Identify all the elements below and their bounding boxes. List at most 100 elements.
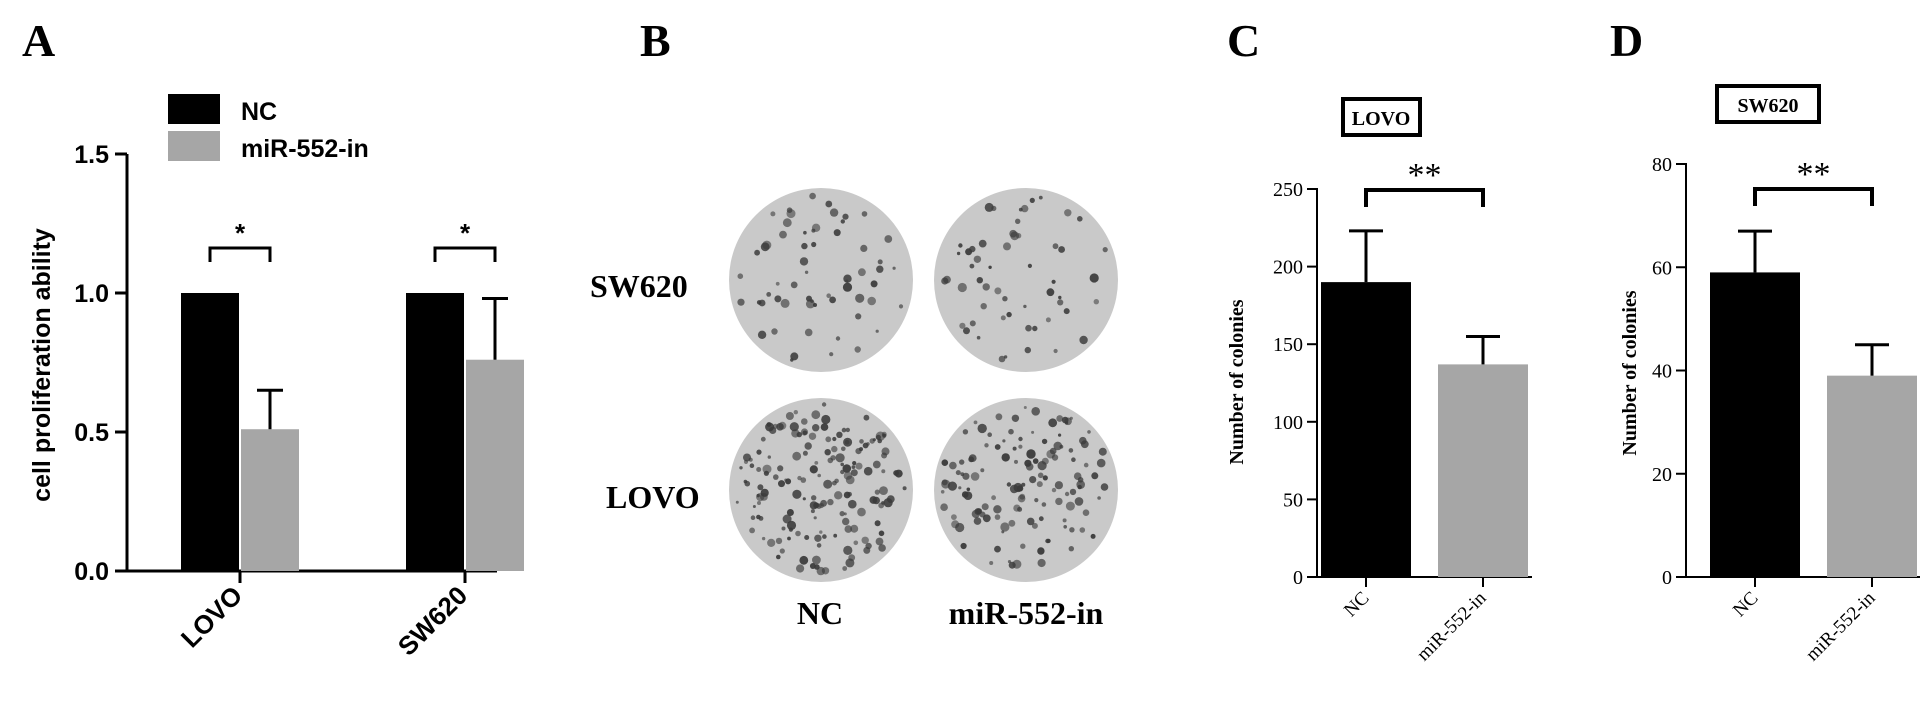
legend-swatch-inhibitor — [168, 131, 220, 161]
significance-bracket — [1753, 187, 1874, 206]
colony — [994, 444, 1001, 450]
colony — [834, 478, 839, 484]
colony — [881, 469, 886, 474]
colony — [809, 465, 818, 474]
colony — [756, 467, 762, 472]
colony — [1025, 324, 1032, 332]
colony — [1037, 472, 1044, 479]
bar-nc — [1710, 272, 1800, 577]
colony — [787, 536, 791, 541]
colony — [872, 460, 881, 469]
colony — [1100, 483, 1109, 491]
colony — [994, 545, 1001, 553]
colony — [809, 501, 818, 510]
colony — [843, 491, 851, 499]
colony — [984, 202, 994, 212]
y-tick-label: 0.0 — [74, 558, 109, 586]
colony — [842, 517, 850, 526]
colony — [969, 263, 975, 269]
y-tick-label: 60 — [1652, 257, 1672, 279]
panel-d-title-box — [1715, 84, 1821, 124]
colony — [744, 480, 751, 487]
colony — [792, 451, 802, 461]
colony — [1057, 299, 1064, 306]
colony — [1037, 558, 1046, 568]
colony — [782, 218, 792, 228]
colony — [941, 459, 949, 467]
bar-inhibitor — [1438, 364, 1528, 577]
colony — [859, 447, 863, 452]
colony — [866, 442, 870, 446]
colony — [956, 251, 961, 256]
colony — [1041, 502, 1047, 507]
colony — [876, 265, 884, 273]
colony — [1058, 246, 1065, 253]
y-tick-label: 1.0 — [74, 280, 109, 308]
bar-lovo-nc — [181, 293, 239, 571]
bar-sw620-inhibitor — [466, 359, 524, 571]
colony — [834, 491, 843, 500]
y-tick-label: 0 — [1662, 567, 1672, 589]
colony — [959, 459, 965, 465]
colony — [1012, 559, 1022, 569]
colony — [993, 505, 1002, 514]
colony — [1082, 509, 1090, 516]
colony — [750, 515, 756, 520]
colony — [799, 257, 809, 266]
colony — [756, 449, 762, 455]
colony — [743, 453, 751, 462]
colony — [984, 443, 989, 448]
colony — [1053, 348, 1058, 354]
colony — [1073, 472, 1082, 481]
colony — [802, 450, 808, 456]
legend-label-nc: NC — [241, 98, 277, 126]
colony — [955, 470, 961, 476]
colony — [773, 474, 779, 480]
colony — [737, 298, 745, 306]
colony — [786, 207, 793, 213]
x-tick-label-sw620: SW620 — [392, 580, 474, 662]
col-label-inhibitor: miR-552-in — [949, 595, 1104, 631]
colony — [801, 418, 808, 425]
bar-nc — [1321, 282, 1411, 577]
colony — [1102, 247, 1108, 253]
colony — [1091, 472, 1099, 480]
dish-sw620-nc — [729, 188, 913, 372]
colony — [976, 508, 983, 515]
colony — [791, 429, 800, 438]
colony — [811, 410, 821, 420]
colony — [960, 542, 967, 550]
y-tick-label: 0.5 — [74, 419, 109, 447]
colony — [1011, 414, 1020, 422]
colony — [1029, 476, 1037, 484]
colony — [941, 479, 948, 486]
colony — [808, 432, 817, 440]
colony — [1077, 216, 1083, 222]
colony — [833, 533, 838, 538]
panel-a: NC miR-552-in cell proliferation ability… — [28, 94, 524, 662]
bar-inhibitor — [1827, 375, 1917, 577]
colony — [982, 514, 991, 523]
colony — [1045, 317, 1051, 323]
colony — [770, 211, 776, 217]
colony — [1089, 273, 1099, 283]
colony — [973, 420, 978, 425]
panel-d: SW620 Number of colonies 0 20 40 60 80 NC miR-… — [1619, 84, 1920, 665]
colony — [810, 299, 814, 303]
colony — [1018, 444, 1023, 449]
colony — [981, 503, 989, 511]
colony — [781, 526, 786, 531]
colony — [1090, 533, 1096, 539]
colony — [861, 211, 868, 217]
colony — [1002, 439, 1006, 443]
colony — [848, 499, 857, 509]
colony — [850, 469, 858, 477]
dish-plate — [934, 398, 1118, 582]
colony — [1054, 481, 1063, 490]
colony — [800, 428, 809, 436]
colony — [965, 248, 973, 256]
panel-letter-b: B — [640, 15, 671, 66]
colony — [982, 283, 990, 291]
colony — [1037, 547, 1045, 555]
